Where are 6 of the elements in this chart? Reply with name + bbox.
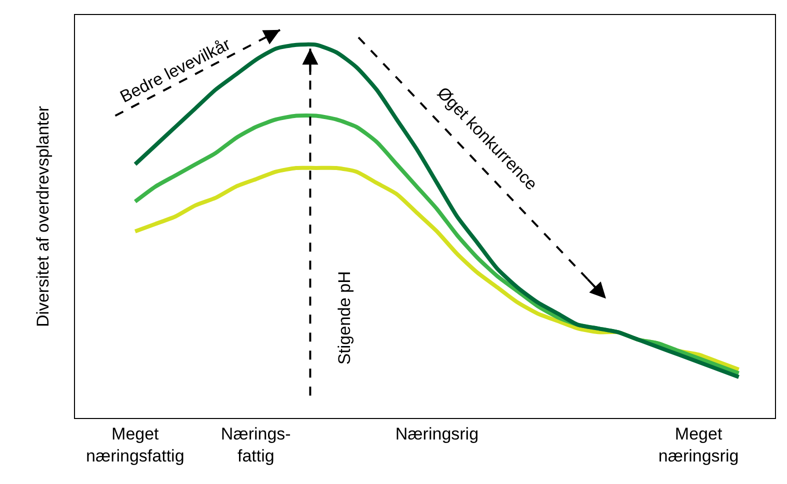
- y-axis-title: Diversitet af overdrevsplanter: [34, 106, 53, 328]
- x-tick-label: Næringsrig: [395, 424, 479, 444]
- annotation: Stigende pH: [335, 271, 354, 365]
- x-tick-label: Nærings- fattig: [220, 424, 291, 466]
- x-tick-label: Meget næringsrig: [658, 424, 739, 466]
- x-tick-label: Meget næringsfattig: [86, 424, 184, 466]
